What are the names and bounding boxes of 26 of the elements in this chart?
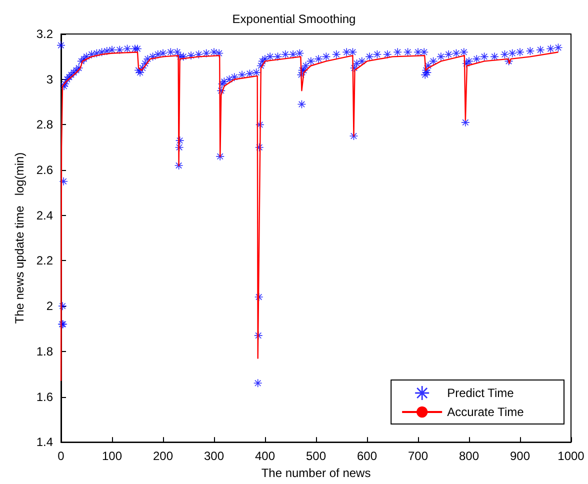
y-tick-label: 2 (46, 299, 54, 314)
y-tick-label: 1.6 (36, 390, 54, 404)
x-tick-label: 0 (58, 449, 65, 464)
x-tick-label: 400 (254, 449, 276, 464)
y-axis-title: The news update time log(min) (12, 152, 26, 324)
y-tick-label: 3 (46, 72, 54, 86)
y-tick-label: 2.8 (36, 118, 54, 132)
chart-title: Exponential Smoothing (232, 12, 356, 26)
y-tick-label: 2.2 (36, 254, 54, 268)
x-tick-label: 800 (458, 449, 480, 464)
legend-label: Predict Time (447, 386, 514, 400)
x-tick-label: 200 (152, 449, 174, 464)
x-axis-title: The number of news (261, 466, 371, 480)
x-tick-label: 600 (356, 449, 378, 464)
y-tick-label: 1.4 (36, 435, 54, 450)
x-tick-label: 1000 (558, 449, 585, 464)
legend-label: Accurate Time (447, 405, 524, 419)
y-tick-label: 2.6 (36, 163, 54, 178)
x-tick-label: 700 (408, 449, 428, 464)
x-tick-label: 500 (306, 449, 326, 464)
y-tick-label: 2.4 (36, 208, 54, 222)
y-tick-label: 3.2 (36, 27, 54, 41)
x-tick-label: 900 (510, 449, 530, 464)
y-tick-label: 1.8 (36, 344, 54, 358)
x-tick-label: 300 (204, 449, 224, 464)
x-tick-label: 100 (102, 449, 122, 464)
